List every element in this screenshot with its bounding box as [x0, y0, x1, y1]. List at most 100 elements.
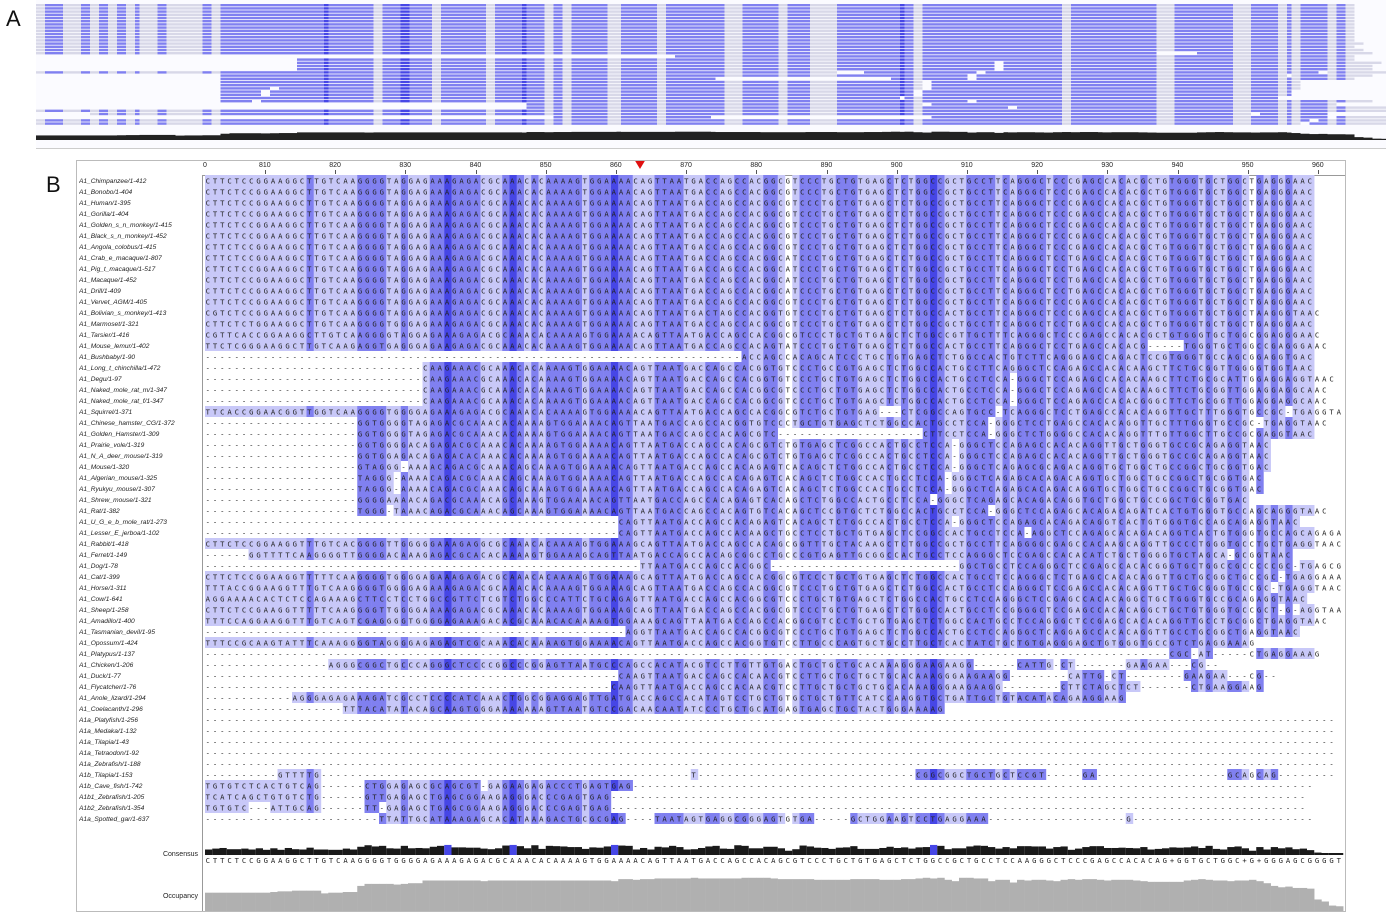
overview-cell [1094, 14, 1099, 16]
overview-cell [441, 39, 446, 41]
alignment-overview[interactable] [36, 0, 1386, 149]
overview-cell [567, 14, 572, 16]
overview-cell [176, 42, 181, 44]
overview-cell [684, 36, 689, 38]
overview-cell [99, 36, 104, 38]
overview-cell [162, 49, 167, 51]
overview-cell [554, 42, 559, 44]
overview-cell [1152, 26, 1157, 28]
overview-cell [617, 26, 622, 28]
overview-cell [612, 14, 617, 16]
overview-cell [158, 20, 163, 22]
overview-cell [225, 46, 230, 48]
overview-cell [1242, 46, 1247, 48]
overview-cell [1112, 4, 1117, 6]
overview-cell [545, 46, 550, 48]
overview-cell [711, 4, 716, 6]
overview-cell [554, 17, 559, 19]
overview-cell [491, 20, 496, 22]
overview-cell [585, 52, 590, 54]
overview-cell [720, 20, 725, 22]
overview-cell [1251, 17, 1256, 19]
overview-cell [761, 30, 766, 32]
overview-cell [203, 30, 208, 32]
overview-cell [666, 58, 671, 60]
overview-cell [716, 30, 721, 32]
overview-cell [1089, 14, 1094, 16]
overview-cell [639, 17, 644, 19]
overview-cell [585, 20, 590, 22]
overview-cell [482, 58, 487, 60]
overview-cell [207, 10, 212, 12]
overview-cell [59, 7, 64, 9]
overview-cell [1301, 17, 1306, 19]
overview-cell [806, 42, 811, 44]
overview-cell [1215, 55, 1220, 57]
overview-cell [63, 26, 68, 28]
overview-cell [1337, 4, 1342, 6]
overview-cell [941, 39, 946, 41]
overview-cell [950, 7, 955, 9]
overview-cell [810, 39, 815, 41]
overview-cell [914, 52, 919, 54]
overview-cell [1103, 49, 1108, 51]
overview-cell [306, 58, 311, 60]
overview-cell [504, 49, 509, 51]
overview-cell [1044, 42, 1049, 44]
overview-cell [675, 36, 680, 38]
overview-cell [230, 17, 235, 19]
overview-cell [1251, 26, 1256, 28]
overview-cell [585, 26, 590, 28]
overview-cell [104, 10, 109, 12]
overview-cell [86, 23, 91, 25]
overview-cell [288, 20, 293, 22]
overview-cell [432, 10, 437, 12]
overview-cell [288, 14, 293, 16]
overview-cell [1080, 7, 1085, 9]
overview-cell [383, 7, 388, 9]
overview-cell [1116, 52, 1121, 54]
overview-cell [383, 14, 388, 16]
overview-cell [1031, 49, 1036, 51]
overview-cell [135, 30, 140, 32]
overview-cell [941, 7, 946, 9]
overview-cell [1089, 30, 1094, 32]
overview-cell [1283, 39, 1288, 41]
overview-cell [1319, 4, 1324, 6]
overview-cell [1166, 39, 1171, 41]
overview-cell [320, 33, 325, 35]
overview-cell [819, 33, 824, 35]
overview-cell [347, 52, 352, 54]
overview-cell [315, 10, 320, 12]
overview-cell [936, 20, 941, 22]
overview-cell [212, 42, 217, 44]
overview-cell [887, 23, 892, 25]
overview-cell [293, 4, 298, 6]
overview-cell [1035, 30, 1040, 32]
overview-cell [1292, 55, 1297, 57]
overview-cell [590, 46, 595, 48]
overview-cell [423, 39, 428, 41]
overview-cell [288, 26, 293, 28]
overview-cell [347, 36, 352, 38]
overview-cell [54, 42, 59, 44]
overview-cell [860, 23, 865, 25]
overview-cell [603, 49, 608, 51]
overview-cell [761, 4, 766, 6]
overview-cell [968, 36, 973, 38]
overview-cell [288, 36, 293, 38]
overview-cell [855, 33, 860, 35]
overview-cell [293, 49, 298, 51]
overview-cell [455, 58, 460, 60]
overview-cell [1143, 42, 1148, 44]
overview-cell [324, 23, 329, 25]
overview-cell [1080, 33, 1085, 35]
overview-cell [468, 14, 473, 16]
overview-cell [1296, 23, 1301, 25]
overview-cell [536, 42, 541, 44]
overview-cell [1058, 30, 1063, 32]
overview-cell [351, 52, 356, 54]
overview-cell [423, 46, 428, 48]
overview-cell [1229, 26, 1234, 28]
overview-cell [140, 46, 145, 48]
